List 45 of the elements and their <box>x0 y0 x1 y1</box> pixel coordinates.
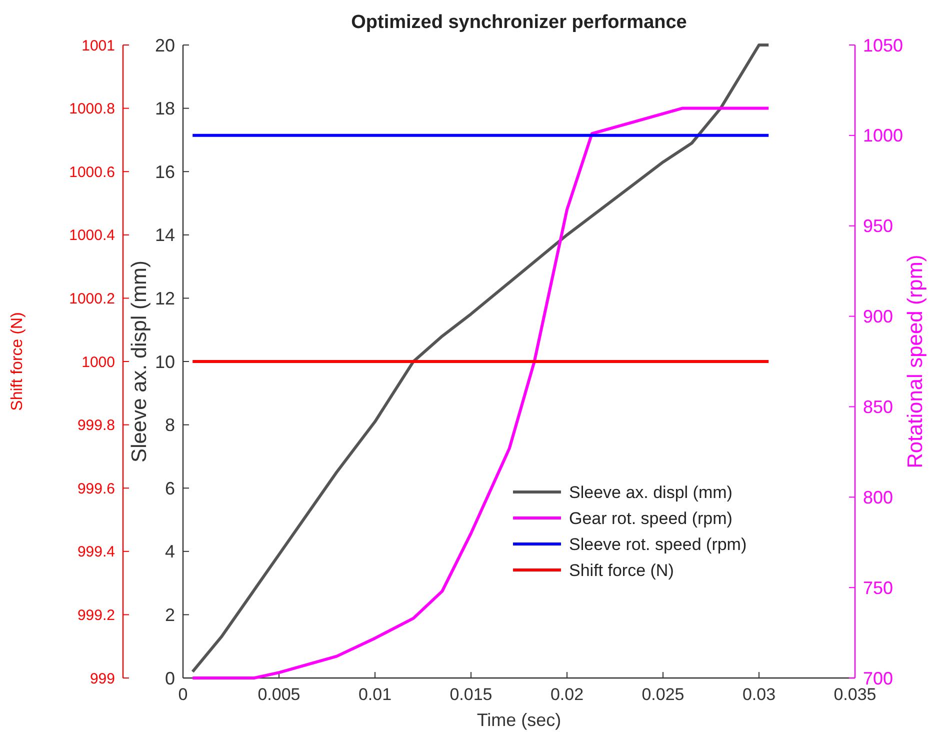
legend-label: Shift force (N) <box>569 560 674 580</box>
x-tick-label: 0.02 <box>550 685 584 704</box>
y2-tick-label: 800 <box>863 487 894 508</box>
y2-tick-label: 900 <box>863 306 894 327</box>
y-tick-label: 14 <box>154 225 175 246</box>
y3-tick-label: 1000.8 <box>69 100 115 118</box>
y2-tick-label: 1000 <box>863 126 904 146</box>
y-tick-label: 8 <box>164 415 175 436</box>
y2-tick-label: 1050 <box>863 35 904 56</box>
y3-tick-label: 999 <box>90 670 115 688</box>
y-tick-label: 16 <box>154 162 175 182</box>
y2-tick-label: 950 <box>863 216 894 236</box>
y3-tick-label: 1000.4 <box>69 227 115 244</box>
y3-axis-title: Shift force (N) <box>9 312 26 411</box>
x-tick-label: 0.025 <box>642 685 684 704</box>
x-tick-label: 0 <box>178 685 188 704</box>
x-tick-label: 0.005 <box>258 685 300 704</box>
y-tick-label: 0 <box>164 668 175 688</box>
x-tick-label: 0.015 <box>450 685 492 704</box>
x-tick-label: 0.03 <box>742 685 776 704</box>
y-tick-label: 6 <box>164 478 175 498</box>
y3-tick-label: 1001 <box>82 37 115 54</box>
y-tick-label: 20 <box>154 35 175 56</box>
y2-tick-label: 750 <box>863 578 894 598</box>
y3-tick-label: 1000.6 <box>69 164 115 181</box>
y3-tick-label: 999.2 <box>77 606 115 624</box>
legend-label: Sleeve ax. displ (mm) <box>569 482 732 502</box>
y-tick-label: 10 <box>154 352 175 372</box>
x-axis-title: Time (sec) <box>476 710 562 730</box>
y3-tick-label: 999.4 <box>77 544 115 561</box>
y3-tick-label: 1000 <box>82 354 115 371</box>
y2-tick-label: 850 <box>863 397 894 418</box>
y3-tick-label: 999.8 <box>77 417 115 434</box>
x-tick-label: 0.01 <box>358 685 392 704</box>
y-axis-title: Sleeve ax. displ (mm) <box>128 260 151 462</box>
y3-tick-label: 999.6 <box>77 480 115 498</box>
y-tick-label: 4 <box>164 542 175 562</box>
y-tick-label: 18 <box>154 98 175 119</box>
legend-label: Gear rot. speed (rpm) <box>569 508 732 528</box>
chart-title: Optimized synchronizer performance <box>351 12 687 33</box>
y3-tick-label: 1000.2 <box>69 290 115 308</box>
y-tick-label: 2 <box>164 605 175 625</box>
y-tick-label: 12 <box>154 288 175 308</box>
y2-axis-title: Rotational speed (rpm) <box>904 254 927 468</box>
legend-label: Sleeve rot. speed (rpm) <box>569 534 747 554</box>
